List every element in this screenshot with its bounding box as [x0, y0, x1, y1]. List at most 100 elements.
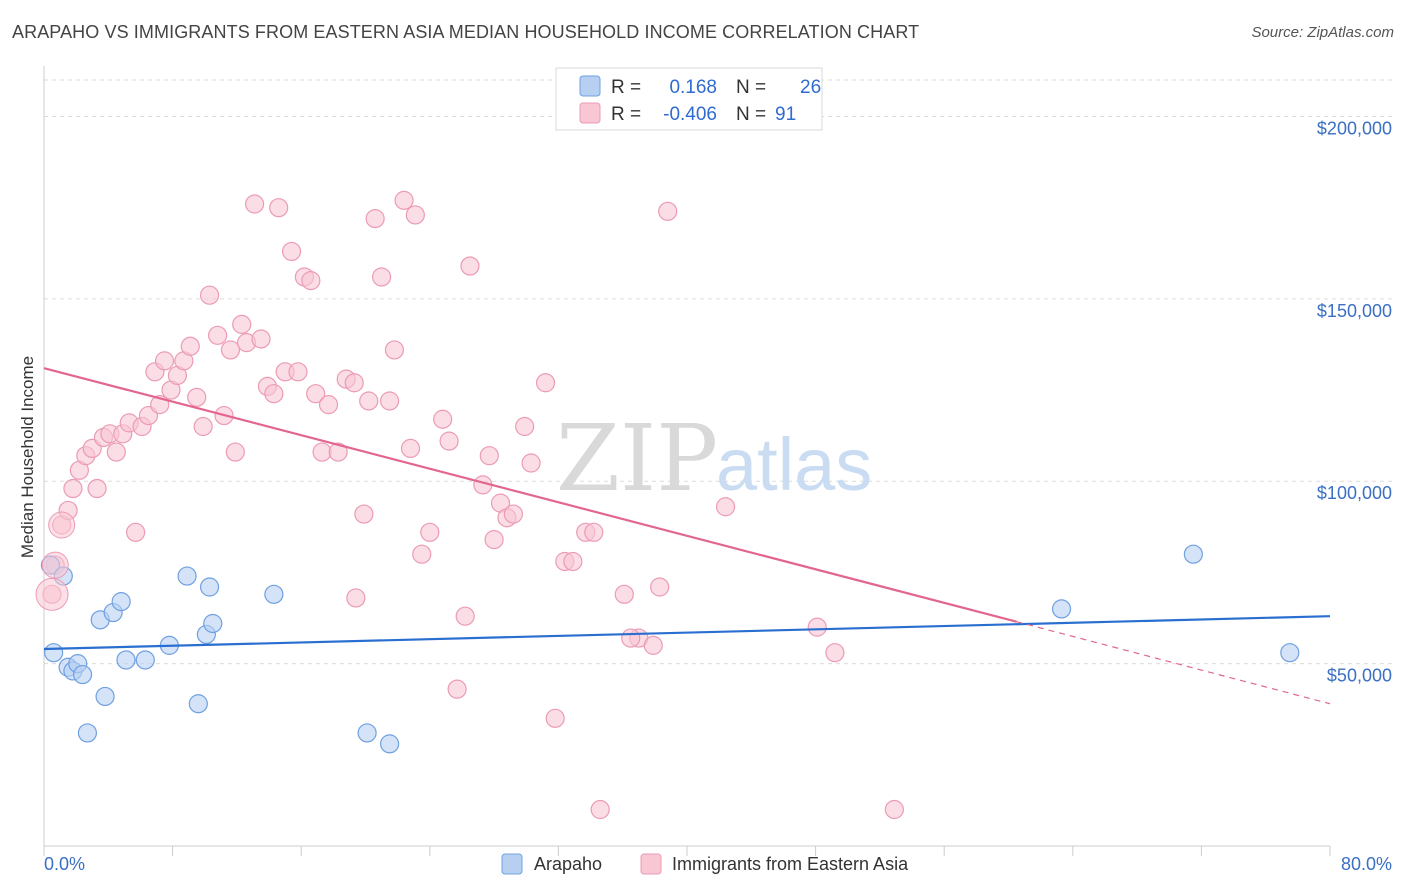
point-immigrants-large	[48, 511, 76, 539]
y-tick-label: $150,000	[1317, 301, 1392, 321]
point-immigrants	[479, 446, 499, 466]
y-tick-label: $200,000	[1317, 118, 1392, 138]
point-immigrants	[563, 551, 583, 572]
point-immigrants	[394, 190, 414, 210]
point-immigrants	[380, 391, 400, 411]
point-immigrants	[269, 198, 289, 218]
point-arapaho	[177, 566, 197, 586]
point-immigrants	[484, 529, 504, 550]
point-immigrants	[251, 329, 271, 349]
point-immigrants-large	[35, 577, 69, 611]
point-immigrants	[515, 416, 535, 437]
point-immigrants	[535, 373, 556, 393]
point-immigrants	[312, 442, 332, 462]
watermark: ZIP atlas	[556, 405, 872, 512]
bottom-legend-swatch-immigrants	[640, 853, 662, 875]
point-arapaho	[135, 650, 155, 670]
point-immigrants	[884, 799, 904, 820]
point-immigrants	[87, 478, 107, 499]
y-tick-label: $100,000	[1317, 483, 1392, 503]
point-immigrants	[187, 387, 207, 407]
legend-n-label-2: N =	[736, 104, 766, 125]
point-immigrants	[244, 194, 265, 214]
chart-title: ARAPAHO VS IMMIGRANTS FROM EASTERN ASIA …	[12, 22, 920, 42]
x-tick-labels: 0.0% 80.0%	[44, 854, 1392, 874]
legend-n-label-1: N =	[736, 77, 766, 98]
x-tick-label-min: 0.0%	[44, 854, 85, 874]
axes	[43, 66, 1331, 856]
point-immigrants	[433, 409, 453, 429]
point-immigrants	[301, 271, 321, 291]
point-immigrants	[590, 799, 610, 820]
bottom-legend-swatch-arapaho	[501, 853, 523, 875]
point-immigrants	[106, 442, 126, 462]
point-immigrants	[447, 679, 467, 699]
bottom-legend-label-immigrants: Immigrants from Eastern Asia	[672, 854, 909, 874]
source-label: Source: ZipAtlas.com	[1251, 24, 1394, 41]
point-immigrants	[545, 708, 565, 728]
watermark-atlas: atlas	[716, 423, 872, 506]
y-tick-labels: $50,000 $100,000 $150,000 $200,000	[1317, 118, 1392, 685]
point-arapaho	[77, 723, 98, 743]
point-immigrants	[384, 340, 405, 360]
point-immigrants	[439, 431, 459, 451]
point-immigrants	[359, 391, 379, 411]
point-immigrants	[281, 241, 302, 262]
point-arapaho	[264, 584, 284, 604]
legend-r-value-1: 0.168	[669, 77, 717, 98]
point-immigrants	[807, 617, 827, 637]
point-immigrants	[180, 336, 200, 356]
point-immigrants	[371, 267, 392, 287]
point-arapaho	[1051, 599, 1072, 619]
point-immigrants	[63, 478, 83, 499]
legend-r-label-2: R =	[611, 104, 641, 125]
watermark-zip: ZIP	[556, 405, 718, 512]
point-immigrants	[715, 497, 736, 517]
point-immigrants-large	[41, 551, 69, 579]
point-arapaho	[380, 734, 400, 754]
point-arapaho	[72, 664, 93, 685]
point-immigrants	[354, 504, 374, 524]
trend-lines	[43, 367, 1331, 705]
legend-r-label-1: R =	[611, 77, 641, 98]
point-immigrants	[306, 384, 326, 404]
point-immigrants	[365, 209, 385, 229]
point-immigrants	[126, 522, 146, 542]
point-immigrants	[460, 256, 480, 276]
point-immigrants	[503, 504, 523, 524]
point-arapaho	[116, 650, 136, 670]
point-immigrants	[584, 522, 604, 542]
point-immigrants	[658, 201, 678, 221]
legend-n-value-1: 26	[800, 77, 821, 98]
point-immigrants	[232, 314, 252, 334]
point-immigrants	[288, 362, 308, 382]
point-arapaho	[203, 613, 223, 634]
legend-swatch-immigrants	[579, 102, 601, 124]
point-immigrants	[220, 340, 241, 360]
x-tick-label-max: 80.0%	[1341, 854, 1392, 874]
point-arapaho	[44, 643, 64, 663]
data-points	[35, 190, 1300, 820]
point-immigrants	[264, 384, 284, 404]
trend-line-immigrants-extension	[1016, 621, 1331, 705]
point-immigrants	[199, 285, 220, 305]
point-immigrants	[405, 205, 425, 225]
point-immigrants	[614, 584, 634, 604]
gridlines	[44, 79, 1392, 665]
point-immigrants	[346, 588, 366, 608]
y-tick-label: $50,000	[1327, 666, 1392, 686]
point-immigrants	[208, 325, 228, 345]
point-immigrants	[344, 373, 364, 393]
point-arapaho	[95, 686, 115, 707]
y-axis-title: Median Household Income	[18, 356, 37, 558]
trend-line-immigrants	[43, 367, 1017, 623]
legend-swatch-arapaho	[579, 75, 601, 97]
point-immigrants	[420, 522, 440, 542]
point-immigrants	[318, 395, 339, 415]
legend-n-value-2: 91	[775, 104, 796, 125]
trend-line-arapaho	[43, 615, 1331, 651]
point-immigrants	[154, 351, 175, 371]
point-arapaho	[199, 577, 220, 597]
bottom-legend-label-arapaho: Arapaho	[534, 854, 602, 874]
